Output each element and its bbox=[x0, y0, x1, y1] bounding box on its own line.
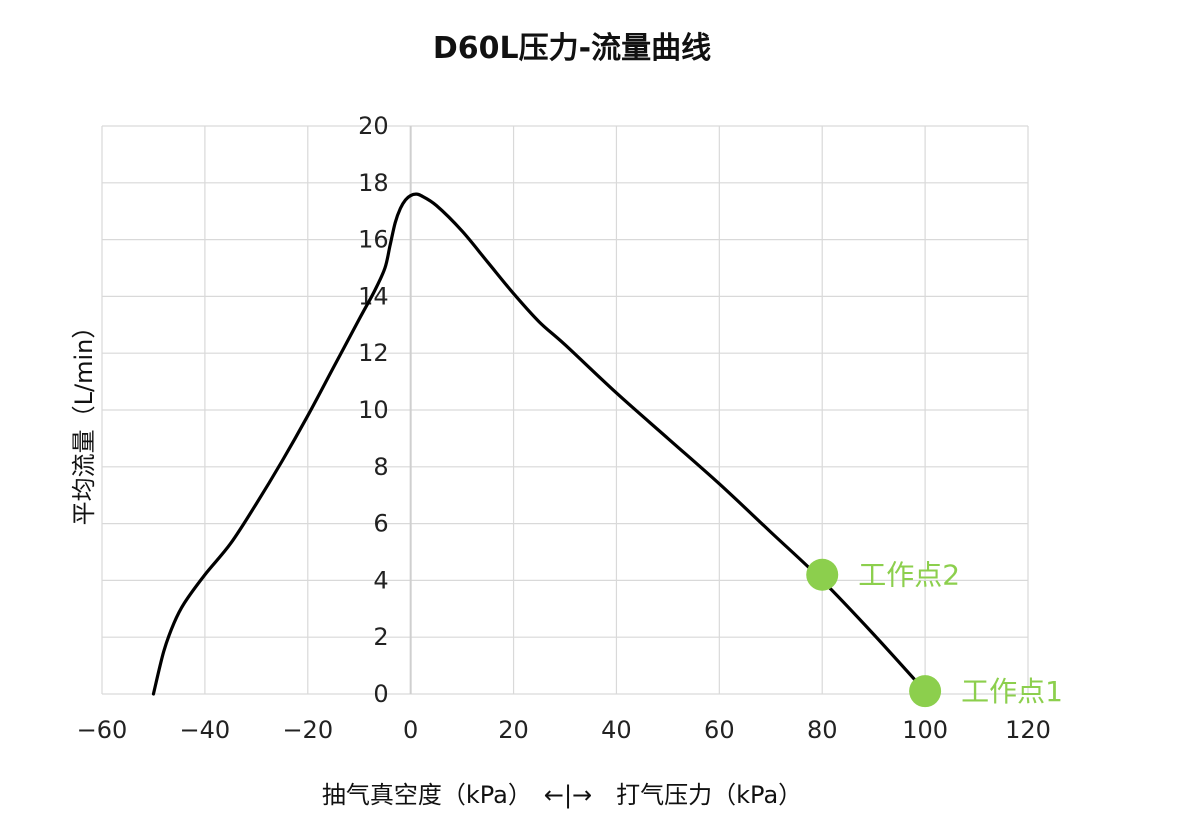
y-tick-label-3: 6 bbox=[373, 510, 388, 538]
x-tick-label-0: −60 bbox=[77, 716, 128, 744]
x-tick-label-8: 100 bbox=[902, 716, 948, 744]
x-tick-label-5: 40 bbox=[601, 716, 632, 744]
x-tick-label-6: 60 bbox=[704, 716, 735, 744]
working-point-marker-2 bbox=[806, 558, 839, 591]
x-axis-label: 抽气真空度（kPa） ←|→ 打气压力（kPa） bbox=[322, 781, 802, 809]
chart-title: D60L压力-流量曲线 bbox=[433, 31, 711, 66]
x-tick-labels: −60 −40 −20 0 20 40 60 80 100 120 bbox=[77, 716, 1051, 744]
y-tick-label-6: 12 bbox=[358, 339, 389, 367]
y-tick-label-2: 4 bbox=[373, 566, 388, 594]
annotations: 工作点1 工作点2 bbox=[806, 558, 1063, 708]
y-tick-label-1: 2 bbox=[373, 623, 388, 651]
working-point-label-2: 工作点2 bbox=[858, 559, 960, 592]
working-point-label-1: 工作点1 bbox=[961, 675, 1063, 708]
working-point-marker-1 bbox=[909, 675, 942, 708]
y-tick-label-9: 18 bbox=[358, 169, 389, 197]
y-tick-label-5: 10 bbox=[358, 396, 389, 424]
y-tick-label-4: 8 bbox=[373, 453, 388, 481]
x-tick-label-9: 120 bbox=[1005, 716, 1051, 744]
grid bbox=[101, 125, 1029, 695]
x-tick-label-2: −20 bbox=[282, 716, 333, 744]
y-tick-label-0: 0 bbox=[373, 680, 388, 708]
x-tick-label-7: 80 bbox=[807, 716, 838, 744]
y-tick-label-10: 20 bbox=[358, 112, 389, 140]
y-axis-label: 平均流量（L/min） bbox=[70, 315, 98, 526]
x-tick-label-3: 0 bbox=[403, 716, 418, 744]
x-tick-label-4: 20 bbox=[498, 716, 529, 744]
y-tick-label-8: 16 bbox=[358, 226, 389, 254]
series-line bbox=[151, 192, 927, 696]
x-tick-label-1: −40 bbox=[180, 716, 231, 744]
